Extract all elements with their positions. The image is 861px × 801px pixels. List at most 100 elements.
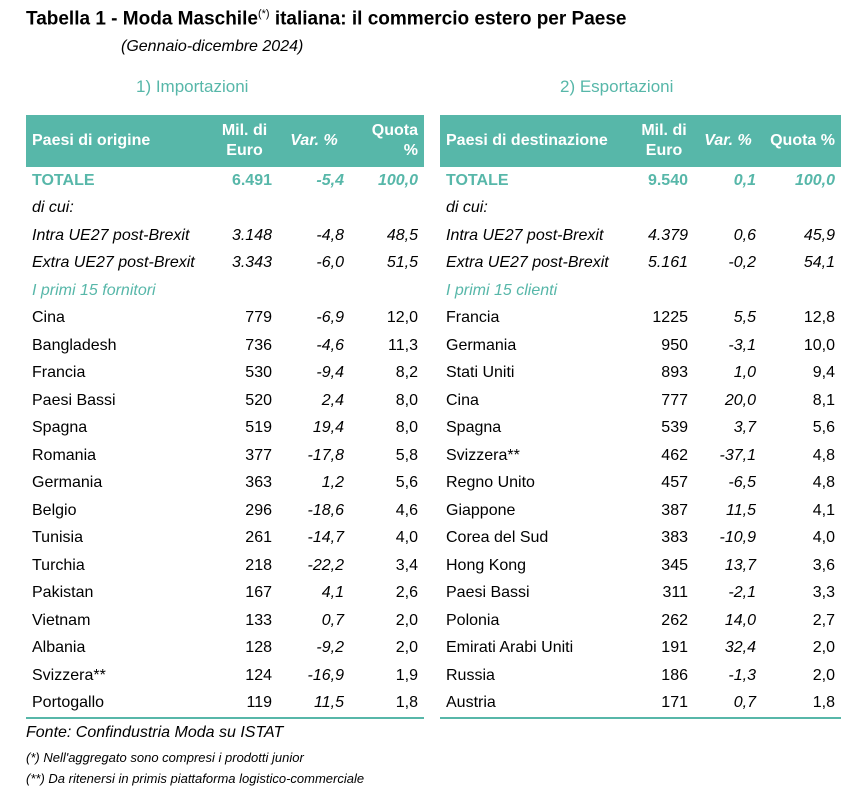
exports-row-country: Svizzera** bbox=[446, 446, 520, 464]
exports-total-var: 0,1 bbox=[733, 171, 756, 189]
imports-row-country: Bangladesh bbox=[32, 336, 117, 354]
table-title: Tabella 1 - Moda Maschile(*) italiana: i… bbox=[26, 8, 626, 30]
table-row: Spagna 539 3,7 5,6 bbox=[440, 415, 841, 443]
exports-row-value: 186 bbox=[661, 666, 688, 684]
exports-row-share: 3,6 bbox=[812, 556, 835, 574]
exports-row-country: Germania bbox=[446, 336, 517, 354]
imports-row-country: Pakistan bbox=[32, 584, 94, 602]
exports-row-value: 171 bbox=[634, 689, 694, 719]
imports-row-value: 520 bbox=[245, 391, 272, 409]
exports-row-share: 1,8 bbox=[762, 689, 841, 719]
imports-table-body: TOTALE 6.491 -5,4 100,0 di cui: Intra UE… bbox=[26, 167, 424, 719]
imports-extra-label: Extra UE27 post-Brexit bbox=[32, 254, 195, 272]
imports-row-country: Francia bbox=[32, 364, 86, 382]
exports-row-country: Corea del Sud bbox=[446, 529, 549, 547]
imports-table: Paesi di origine Mil. di Euro Var. % Quo… bbox=[26, 115, 424, 719]
table-row: Turchia 218 -22,2 3,4 bbox=[26, 552, 424, 580]
exports-row-share: 5,6 bbox=[812, 419, 835, 437]
imports-row-var: -9,4 bbox=[316, 364, 344, 382]
exports-total-share: 100,0 bbox=[794, 171, 835, 189]
exports-total-label: TOTALE bbox=[446, 171, 509, 189]
exports-row-country: Austria bbox=[440, 689, 634, 719]
imports-row-value: 779 bbox=[245, 309, 272, 327]
table-row: Romania 377 -17,8 5,8 bbox=[26, 442, 424, 470]
exports-row-var: 1,0 bbox=[733, 364, 756, 382]
exports-row-value: 311 bbox=[662, 584, 688, 602]
imports-total-value: 6.491 bbox=[231, 171, 272, 189]
title-rest: italiana: il commercio estero per Paese bbox=[269, 8, 627, 30]
imports-row-value: 124 bbox=[245, 666, 272, 684]
exports-row-var: 14,0 bbox=[724, 611, 756, 629]
imports-row-value: 119 bbox=[211, 689, 278, 719]
exports-extra-value: 5.161 bbox=[647, 254, 688, 272]
imports-row-country: Tunisia bbox=[32, 529, 83, 547]
imports-row-share: 3,4 bbox=[395, 556, 418, 574]
exports-row-share: 3,3 bbox=[812, 584, 835, 602]
imports-header-country: Paesi di origine bbox=[26, 115, 211, 167]
imports-row-share: 4,6 bbox=[395, 501, 418, 519]
imports-row-var: -22,2 bbox=[307, 556, 344, 574]
exports-row-value: 777 bbox=[661, 391, 688, 409]
exports-extra-share: 54,1 bbox=[803, 254, 835, 272]
table-row: Paesi Bassi 311 -2,1 3,3 bbox=[440, 580, 841, 608]
imports-row-value: 296 bbox=[245, 501, 272, 519]
imports-row-var: -6,9 bbox=[316, 309, 344, 327]
exports-row-var: -1,3 bbox=[728, 666, 756, 684]
table-row: Francia 530 -9,4 8,2 bbox=[26, 360, 424, 388]
imports-row-value: 363 bbox=[245, 474, 272, 492]
imports-row-country: Vietnam bbox=[32, 611, 91, 629]
exports-row-country: Spagna bbox=[446, 419, 502, 437]
exports-intra-var: 0,6 bbox=[733, 226, 756, 244]
imports-row-share: 2,0 bbox=[395, 611, 418, 629]
imports-row-share: 12,0 bbox=[386, 309, 418, 327]
exports-extra-var: -0,2 bbox=[728, 254, 756, 272]
imports-row-share: 2,6 bbox=[395, 584, 418, 602]
imports-row-share: 5,6 bbox=[395, 474, 418, 492]
exports-row-var: 13,7 bbox=[724, 556, 756, 574]
imports-extra-value: 3.343 bbox=[231, 254, 272, 272]
exports-row-share: 12,8 bbox=[803, 309, 835, 327]
table-row: Tunisia 261 -14,7 4,0 bbox=[26, 525, 424, 553]
exports-dicui-row: di cui: bbox=[440, 195, 841, 223]
imports-total-var: -5,4 bbox=[316, 171, 344, 189]
imports-row-var: -14,7 bbox=[307, 529, 344, 547]
exports-row-share: 4,0 bbox=[812, 529, 835, 547]
exports-row-var: -3,1 bbox=[728, 336, 756, 354]
exports-extra-row: Extra UE27 post-Brexit 5.161 -0,2 54,1 bbox=[440, 250, 841, 278]
exports-row-value: 191 bbox=[661, 639, 688, 657]
imports-row-country: Paesi Bassi bbox=[32, 391, 116, 409]
exports-header-var: Var. % bbox=[694, 115, 762, 167]
imports-row-share: 5,8 bbox=[395, 446, 418, 464]
table-row: Polonia 262 14,0 2,7 bbox=[440, 607, 841, 635]
imports-row-var: 4,1 bbox=[321, 584, 344, 602]
exports-row-share: 9,4 bbox=[812, 364, 835, 382]
exports-intra-label: Intra UE27 post-Brexit bbox=[446, 226, 604, 244]
table-row: Paesi Bassi 520 2,4 8,0 bbox=[26, 387, 424, 415]
imports-row-country: Cina bbox=[32, 309, 65, 327]
table-row: Austria 171 0,7 1,8 bbox=[440, 689, 841, 719]
exports-header-share: Quota % bbox=[762, 115, 841, 167]
table-row: Germania 363 1,2 5,6 bbox=[26, 470, 424, 498]
imports-total-label: TOTALE bbox=[32, 171, 95, 189]
imports-header-var: Var. % bbox=[278, 115, 350, 167]
imports-row-var: 1,2 bbox=[321, 474, 344, 492]
exports-row-value: 950 bbox=[661, 336, 688, 354]
table-row: Giappone 387 11,5 4,1 bbox=[440, 497, 841, 525]
table-row: Albania 128 -9,2 2,0 bbox=[26, 635, 424, 663]
imports-row-var: 11,5 bbox=[278, 689, 350, 719]
exports-row-country: Francia bbox=[446, 309, 500, 327]
imports-row-value: 133 bbox=[245, 611, 272, 629]
exports-row-share: 4,8 bbox=[812, 474, 835, 492]
table-row: Portogallo 119 11,5 1,8 bbox=[26, 689, 424, 719]
exports-total-row: TOTALE 9.540 0,1 100,0 bbox=[440, 167, 841, 195]
exports-row-value: 383 bbox=[661, 529, 688, 547]
exports-row-value: 457 bbox=[661, 474, 688, 492]
imports-row-var: -9,2 bbox=[316, 639, 344, 657]
imports-total-row: TOTALE 6.491 -5,4 100,0 bbox=[26, 167, 424, 195]
exports-group-label: I primi 15 clienti bbox=[446, 281, 558, 299]
exports-row-var: -10,9 bbox=[719, 529, 756, 547]
imports-row-country: Portogallo bbox=[26, 689, 211, 719]
table-row: Bangladesh 736 -4,6 11,3 bbox=[26, 332, 424, 360]
imports-header-value: Mil. di Euro bbox=[211, 115, 278, 167]
exports-row-country: Stati Uniti bbox=[446, 364, 515, 382]
